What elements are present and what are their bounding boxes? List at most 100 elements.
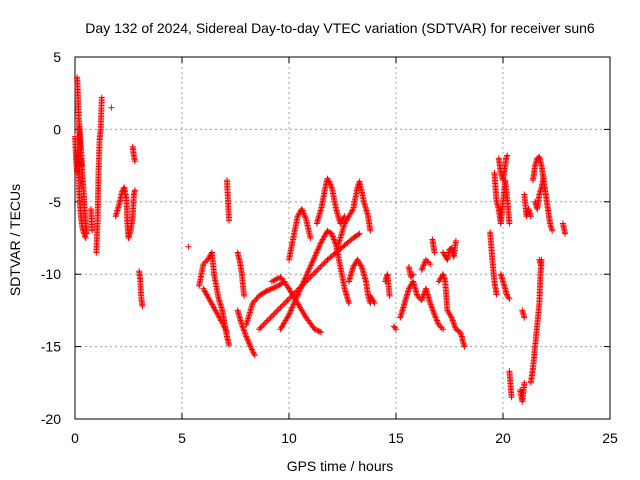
data-point: [315, 245, 322, 252]
data-point: [450, 320, 457, 327]
data-point: [289, 303, 296, 310]
data-point: [221, 324, 228, 331]
data-point: [242, 332, 249, 339]
data-point: [273, 308, 280, 315]
data-point: [300, 208, 307, 215]
data-point: [451, 321, 458, 328]
data-point: [493, 291, 500, 298]
data-point: [270, 277, 277, 284]
data-point: [308, 261, 315, 268]
data-point: [298, 284, 305, 291]
data-point: [328, 230, 335, 237]
data-point: [326, 179, 333, 186]
data-point: [223, 329, 230, 336]
data-point: [316, 328, 323, 335]
plot-area-frame: [74, 56, 611, 420]
data-point: [458, 333, 465, 340]
data-point: [78, 162, 85, 169]
data-point: [424, 258, 431, 265]
data-point: [268, 313, 275, 320]
data-point: [330, 236, 337, 243]
y-tick-label: -5: [49, 194, 62, 210]
data-point: [284, 297, 291, 304]
data-point: [302, 275, 309, 282]
y-tick-label: -10: [41, 266, 61, 282]
data-point: [315, 327, 322, 334]
data-point: [317, 263, 324, 270]
grid: [75, 57, 610, 419]
x-axis-label: GPS time / hours: [287, 458, 394, 474]
data-point: [393, 326, 399, 333]
data-point: [504, 152, 511, 159]
data-point: [240, 326, 247, 333]
data-point: [437, 323, 444, 330]
data-point: [261, 320, 268, 327]
data-point: [310, 256, 317, 263]
data-point: [270, 285, 277, 292]
data-point: [371, 300, 378, 307]
data-point: [325, 178, 332, 185]
x-tick-label: 10: [281, 430, 297, 446]
data-point: [226, 342, 233, 349]
chart-title: Day 132 of 2024, Sidereal Day-to-day VTE…: [85, 20, 595, 36]
data-point: [327, 181, 334, 188]
data-point: [306, 265, 313, 272]
data-point: [263, 318, 270, 325]
data-point: [248, 346, 255, 353]
data-point: [108, 104, 115, 111]
data-point: [317, 240, 324, 247]
data-point: [274, 283, 281, 290]
data-point: [503, 153, 510, 160]
data-point: [291, 298, 298, 305]
data-point: [325, 177, 332, 184]
data-point: [316, 242, 323, 249]
data-point: [273, 276, 280, 283]
data-point: [419, 295, 426, 302]
data-point: [433, 317, 440, 324]
data-point: [251, 352, 258, 359]
data-point: [248, 345, 255, 352]
data-point: [506, 220, 513, 227]
data-point: [263, 287, 270, 294]
data-point: [310, 271, 317, 278]
data-point: [301, 276, 308, 283]
data-point: [316, 243, 323, 250]
data-point: [451, 323, 458, 330]
data-point: [278, 303, 285, 310]
data-point: [521, 314, 528, 321]
data-point: [222, 326, 229, 333]
data-point: [256, 326, 263, 333]
data-point: [301, 213, 308, 220]
x-tick-label: 0: [71, 430, 79, 446]
data-point: [271, 276, 278, 283]
data-point: [98, 94, 105, 101]
data-point: [419, 265, 426, 272]
data-point: [200, 261, 207, 268]
data-point: [323, 258, 330, 265]
data-point: [244, 336, 251, 343]
data-point: [250, 298, 257, 305]
data-point: [247, 343, 254, 350]
data-point: [321, 259, 328, 266]
data-point: [540, 174, 547, 181]
data-point: [294, 292, 301, 299]
data-point: [329, 232, 336, 239]
data-point: [287, 308, 294, 315]
data-point: [449, 317, 456, 324]
data-point: [328, 182, 335, 189]
data-point: [185, 243, 192, 250]
data-point: [301, 211, 308, 218]
data-point: [367, 227, 374, 234]
data-point: [458, 332, 465, 339]
data-point: [356, 230, 363, 237]
data-point: [357, 262, 364, 269]
data-point: [508, 394, 515, 401]
data-point: [329, 233, 336, 240]
data-point: [303, 271, 310, 278]
y-axis-label: SDTVAR / TECUs: [7, 184, 23, 296]
data-point: [307, 263, 314, 270]
data-point: [527, 213, 534, 220]
data-point: [410, 271, 417, 278]
data-point: [307, 262, 314, 269]
